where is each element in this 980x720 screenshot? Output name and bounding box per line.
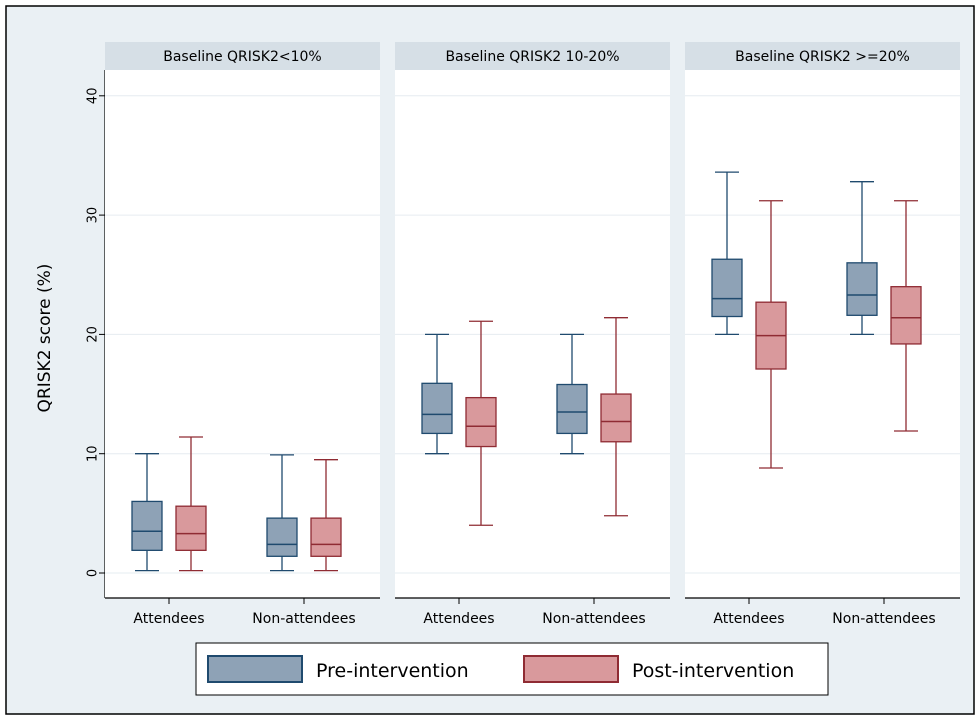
panel-header [685, 42, 960, 70]
x-tick-label: Non-attendees [252, 611, 355, 627]
y-tick-label: 0 [86, 569, 101, 577]
box-pre [556, 333, 588, 455]
y-tick-label: 30 [86, 207, 101, 224]
panel-title: Baseline QRISK2 10-20% [445, 49, 619, 65]
y-tick-label: 40 [86, 88, 101, 105]
y-tick-label: 10 [86, 445, 101, 462]
iqr-box [131, 500, 163, 551]
iqr-box [600, 393, 632, 443]
y-axis-label: QRISK2 score (%) [35, 264, 55, 413]
box-pre [266, 454, 298, 572]
iqr-box [175, 505, 207, 551]
panel-header [105, 42, 380, 70]
legend-label-pre: Pre-intervention [316, 660, 469, 682]
box-post [465, 320, 497, 526]
box-post [755, 200, 787, 469]
iqr-box [421, 382, 453, 435]
iqr-box [890, 286, 922, 345]
box-pre [846, 181, 878, 336]
x-tick-label: Attendees [133, 611, 204, 627]
panel-title: Baseline QRISK2<10% [163, 49, 322, 65]
iqr-box [846, 262, 878, 316]
panel-2: Baseline QRISK2 10-20% Attendees Non-atten… [395, 42, 670, 627]
x-tick-label: Attendees [713, 611, 784, 627]
box-pre [131, 453, 163, 572]
box-post [890, 200, 922, 432]
x-tick-label: Non-attendees [832, 611, 935, 627]
plot-area: 0 10 20 30 40 Baseline QRISK2<10% Attendees Non… [86, 42, 960, 627]
iqr-box [465, 396, 497, 448]
box-post [600, 317, 632, 517]
panel-1: Baseline QRISK2<10% Attendees Non-attendee… [105, 42, 380, 627]
legend-label-post: Post-intervention [632, 660, 794, 682]
iqr-box [310, 517, 342, 557]
legend: Pre-intervention Post-intervention [195, 642, 829, 696]
x-tick-label: Attendees [423, 611, 494, 627]
legend-swatch-pre [207, 655, 303, 683]
box-pre [711, 171, 743, 336]
iqr-box [711, 258, 743, 318]
panel-title: Baseline QRISK2 >=20% [735, 49, 910, 65]
box-pre [421, 333, 453, 455]
panel-3: Baseline QRISK2 >=20% Attendees Non-attend… [685, 42, 960, 627]
y-tick-label: 20 [86, 326, 101, 343]
legend-swatch-post [523, 655, 619, 683]
iqr-box [556, 383, 588, 435]
iqr-box [266, 517, 298, 557]
panel-header [395, 42, 670, 70]
x-tick-label: Non-attendees [542, 611, 645, 627]
box-post [310, 459, 342, 572]
box-post [175, 436, 207, 572]
